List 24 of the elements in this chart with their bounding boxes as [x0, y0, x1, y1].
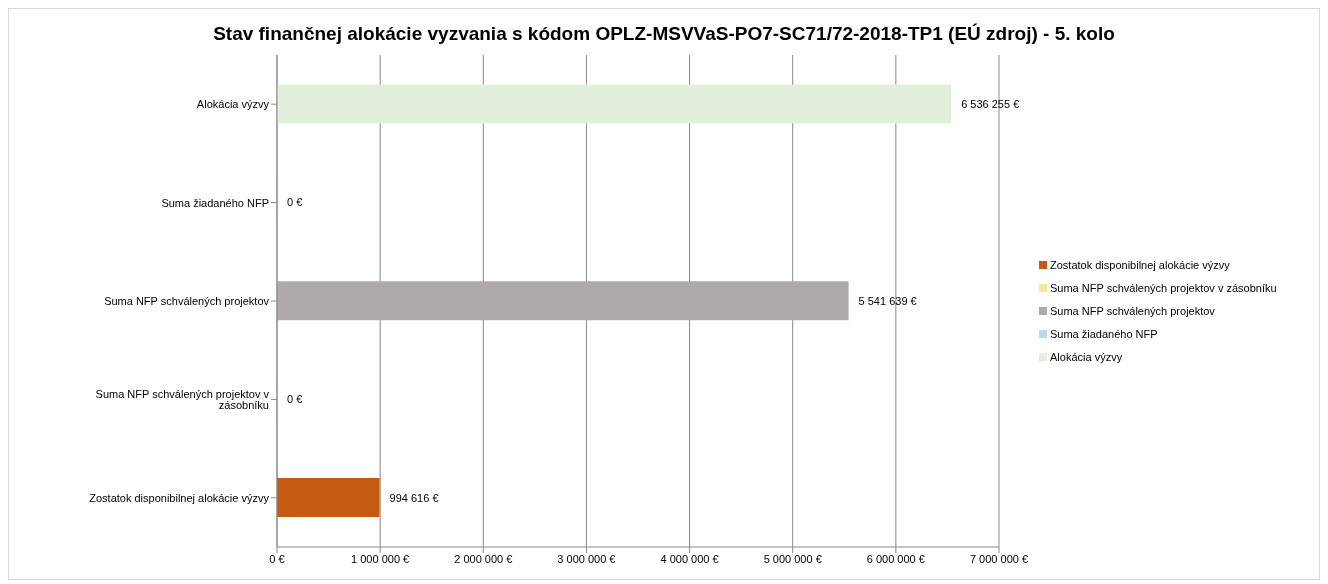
x-tick-label: 5 000 000 €: [763, 552, 822, 565]
y-tick-label: Alokácia výzvy: [196, 98, 270, 111]
y-tick-label: Suma NFP schválených projektov: [104, 294, 270, 307]
y-tick-label: Suma žiadaného NFP: [161, 196, 269, 209]
data-label: 5 541 639 €: [858, 294, 917, 307]
x-tick-label: 1 000 000 €: [351, 552, 410, 565]
data-label: 6 536 255 €: [961, 98, 1020, 111]
y-tick-label: Suma NFP schválených projektov v zásobníku: [95, 387, 270, 411]
legend-label: Suma NFP schválených projektov: [1050, 304, 1215, 317]
x-tick-label: 4 000 000 €: [660, 552, 719, 565]
y-tick-label: Zostatok disponibilnej alokácie výzvy: [89, 491, 270, 504]
data-label: 0 €: [287, 196, 303, 209]
x-tick-label: 3 000 000 €: [557, 552, 616, 565]
x-tick-label: 2 000 000 €: [454, 552, 513, 565]
legend-label: Alokácia výzvy: [1050, 350, 1123, 363]
chart-title: Stav finančnej alokácie vyzvania s kódom OPLZ-MSVVaS-PO7-SC71/72-2018-TP1 (EÚ zdroj) - 5. kolo: [212, 22, 1116, 46]
legend-label: Zostatok disponibilnej alokácie výzvy: [1050, 258, 1230, 271]
x-tick-label: 7 000 000 €: [969, 552, 1029, 565]
x-tick-label: 6 000 000 €: [866, 552, 925, 565]
data-label: 994 616 €: [389, 491, 439, 504]
legend-label: Suma žiadaného NFP: [1050, 327, 1158, 340]
data-label: 0 €: [287, 393, 303, 406]
x-tick-label: 0 €: [269, 552, 285, 565]
legend-label: Suma NFP schválených projektov v zásobníku: [1050, 281, 1277, 294]
